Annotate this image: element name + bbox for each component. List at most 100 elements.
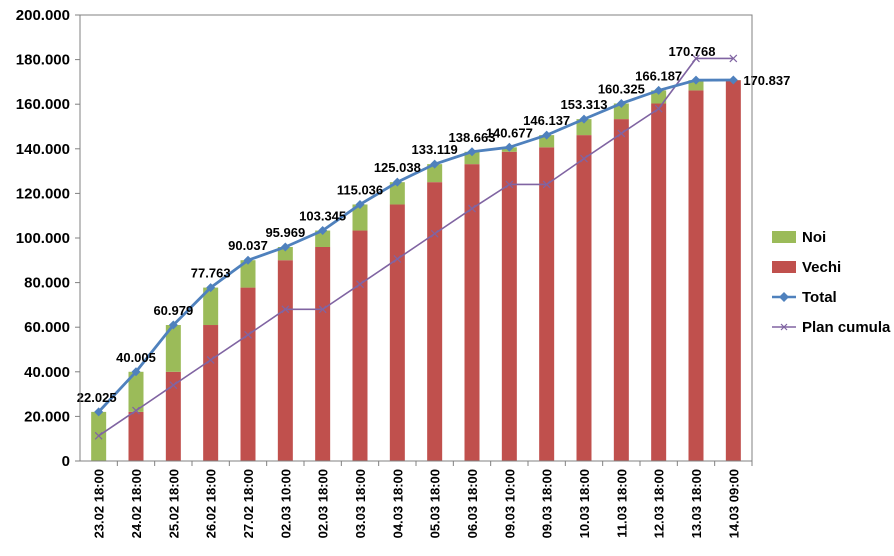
legend-label-plan: Plan cumula	[802, 318, 891, 336]
bar-noi	[165, 325, 181, 372]
point-plan-stroke	[430, 229, 439, 238]
bar-noi	[240, 260, 256, 288]
point-total	[318, 226, 328, 236]
point-plan-stroke	[692, 54, 700, 63]
point-total	[94, 407, 104, 417]
point-total	[206, 283, 216, 293]
point-plan-stroke	[94, 431, 103, 440]
x-tick-label: 23.02 18:00	[92, 469, 107, 538]
point-plan-cumula	[281, 305, 290, 314]
point-total	[542, 130, 552, 140]
x-tick-label: 10.03 18:00	[577, 469, 592, 538]
y-tick-label: 80.000	[24, 275, 70, 292]
bar-noi	[651, 90, 667, 104]
bar-vechi	[128, 411, 144, 461]
y-tick-label: 200.000	[16, 7, 70, 24]
y-tick-label: 160.000	[16, 96, 70, 113]
data-label: 60.979	[153, 303, 193, 318]
bar-vechi	[576, 135, 592, 461]
point-plan-cumula	[318, 305, 327, 314]
bar-noi	[277, 246, 293, 261]
bar-noi	[128, 371, 144, 412]
point-total	[616, 98, 626, 108]
bar-noi	[464, 151, 480, 165]
bar-vechi	[203, 325, 219, 461]
bar-vechi	[315, 246, 331, 461]
point-plan-cumula	[169, 381, 178, 390]
point-plan-cumula	[617, 129, 626, 138]
point-plan-cumula	[468, 204, 476, 213]
line-plan-cumula	[98, 57, 734, 437]
point-plan-stroke	[505, 180, 514, 189]
x-tick-label: 09.03 18:00	[540, 469, 555, 538]
x-tick-label: 26.02 18:00	[204, 469, 219, 538]
data-label: 77.763	[191, 266, 231, 281]
legend-swatch-vechi	[772, 261, 796, 273]
point-total	[728, 75, 738, 85]
point-plan-cumula	[505, 180, 514, 189]
data-label: 133.119	[412, 142, 458, 157]
x-tick-label: 03.03 18:00	[353, 469, 368, 538]
point-plan-cumula	[729, 54, 738, 63]
point-plan-stroke	[132, 406, 140, 415]
point-plan-stroke	[206, 356, 215, 364]
y-tick-label: 20.000	[24, 408, 70, 425]
data-label: 170.768	[669, 44, 716, 59]
data-label: 115.036	[337, 182, 383, 197]
point-plan-stroke	[281, 305, 290, 314]
data-label: 22.025	[77, 390, 117, 405]
point-plan-stroke	[169, 381, 178, 390]
data-label: 138.663	[449, 130, 496, 145]
point-total	[691, 75, 701, 85]
legend-label-noi: Noi	[802, 228, 827, 246]
legend-item-plan: Plan cumula	[772, 312, 890, 342]
point-total	[243, 255, 253, 265]
legend-label-total: Total	[802, 288, 837, 306]
data-label: 160.325	[598, 81, 645, 96]
point-plan-cumula	[393, 255, 402, 263]
y-tick-label: 140.000	[16, 141, 70, 158]
bar-noi	[352, 204, 368, 231]
data-label: 146.137	[523, 113, 570, 128]
data-label: 170.837	[743, 73, 790, 88]
point-plan-cumula	[132, 406, 140, 415]
bar-vechi	[389, 204, 405, 461]
bar-noi	[539, 135, 555, 148]
bars	[91, 80, 741, 462]
bar-vechi	[240, 287, 256, 461]
bar-vechi	[539, 147, 555, 461]
bar-vechi	[464, 164, 480, 461]
data-label: 125.038	[374, 160, 421, 175]
x-axis-labels: 23.02 18:00 24.02 18:00 25.02 18:00 26.02 1…	[92, 461, 753, 538]
bar-noi	[203, 287, 219, 326]
point-plan-stroke	[617, 129, 626, 138]
x-tick-label: 25.02 18:00	[166, 469, 181, 538]
bar-vechi	[352, 230, 368, 461]
y-tick-label: 60.000	[24, 319, 70, 336]
lines	[94, 54, 738, 440]
y-tick-label: 0	[62, 453, 70, 470]
bar-noi	[688, 80, 704, 91]
bar-vechi	[427, 182, 443, 461]
bar-vechi	[501, 151, 517, 462]
x-tick-label: 02.03 18:00	[316, 469, 331, 538]
line-total	[97, 78, 734, 413]
data-label: 40.005	[116, 350, 156, 365]
point-total	[131, 367, 141, 377]
point-plan-cumula	[542, 180, 551, 189]
y-tick-label: 180.000	[16, 52, 70, 69]
point-plan-stroke	[729, 54, 738, 63]
bar-vechi	[613, 119, 629, 462]
point-plan-stroke	[244, 330, 252, 339]
point-plan-cumula	[244, 330, 252, 339]
legend-item-vechi: Vechi	[772, 252, 890, 282]
legend-line-plan	[772, 323, 796, 331]
y-tick-label: 40.000	[24, 364, 70, 381]
point-total	[392, 177, 402, 187]
point-total	[168, 320, 178, 330]
bar-noi	[427, 164, 443, 183]
legend-item-noi: Noi	[772, 222, 890, 252]
bar-noi	[576, 119, 592, 136]
bar-vechi	[165, 371, 181, 461]
